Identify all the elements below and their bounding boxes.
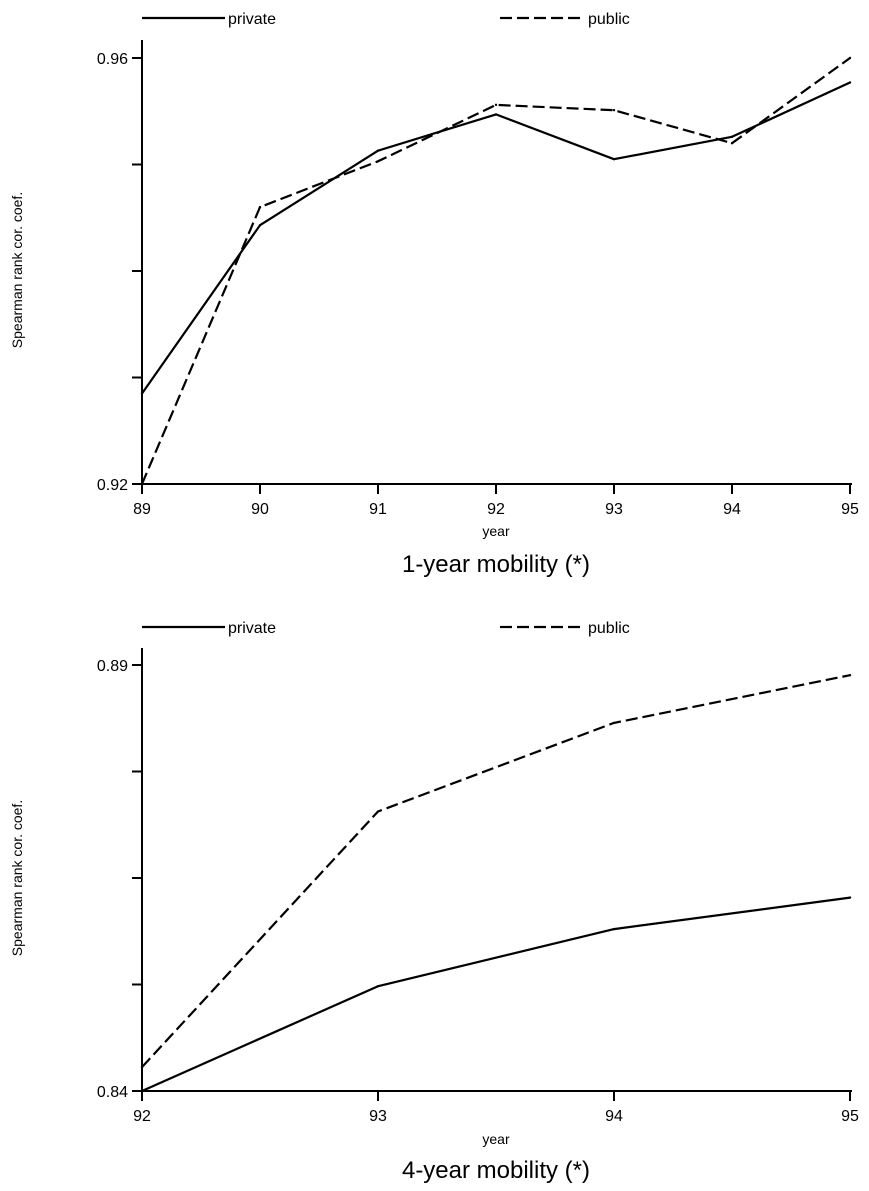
- y-tick-label: 0.89: [97, 658, 128, 675]
- data-point-public: [376, 160, 380, 163]
- legend-label-private: private: [228, 11, 276, 28]
- data-point-private: [494, 113, 498, 116]
- data-point-private: [848, 896, 852, 899]
- data-point-public: [612, 108, 616, 112]
- data-point-public: [494, 103, 498, 107]
- data-point-public: [612, 721, 616, 725]
- legend-label-public: public: [588, 620, 630, 637]
- series-line-public: [140, 57, 851, 485]
- data-point-private: [376, 985, 380, 988]
- x-tick-label: 92: [133, 1108, 151, 1125]
- x-tick-label: 95: [841, 1108, 859, 1125]
- x-tick-label: 94: [723, 501, 741, 518]
- data-point-private: [730, 135, 734, 139]
- chart-2: 0.84 0.89 92 93 94 95 year Spearman rank cor. c…: [9, 620, 859, 1184]
- x-tick-label: 91: [369, 501, 387, 518]
- data-point-private: [140, 392, 144, 395]
- data-point-private: [376, 149, 380, 152]
- data-point-public: [140, 482, 144, 486]
- x-tick-label: 93: [605, 501, 623, 518]
- data-point-public: [140, 1065, 144, 1069]
- x-tick-label: 94: [605, 1108, 623, 1125]
- data-point-public: [730, 142, 734, 145]
- data-point-public: [848, 674, 852, 677]
- chart-caption: 4-year mobility (*): [402, 1157, 590, 1184]
- data-point-public: [376, 810, 380, 813]
- y-tick-label: 0.84: [97, 1084, 128, 1101]
- x-tick-label: 89: [133, 501, 151, 518]
- chart-1: 0.92 0.96 89 90 91 92 93 94 95 year Spearman rank …: [9, 11, 859, 578]
- data-point-private: [140, 1089, 144, 1093]
- data-point-private: [612, 157, 616, 161]
- x-tick-label: 90: [251, 501, 269, 518]
- x-tick-label: 95: [841, 501, 859, 518]
- data-point-private: [612, 927, 616, 931]
- data-point-private: [258, 224, 262, 227]
- x-axis-title: year: [482, 1131, 510, 1147]
- y-tick-label: 0.92: [97, 477, 128, 494]
- x-axis-title: year: [482, 523, 510, 539]
- data-point-private: [848, 81, 852, 84]
- x-tick-label: 92: [487, 501, 505, 518]
- y-axis-title: Spearman rank cor. coef.: [9, 192, 25, 348]
- series-line-public: [141, 674, 851, 1068]
- legend-label-private: private: [228, 620, 276, 637]
- x-tick-label: 93: [369, 1108, 387, 1125]
- y-axis-title: Spearman rank cor. coef.: [9, 800, 25, 956]
- legend-label-public: public: [588, 11, 630, 28]
- data-point-public: [258, 205, 262, 209]
- chart-caption: 1-year mobility (*): [402, 551, 590, 578]
- y-tick-label: 0.96: [97, 51, 128, 68]
- series-line-private: [141, 896, 851, 1093]
- series-line-private: [141, 81, 851, 395]
- data-point-public: [848, 56, 852, 60]
